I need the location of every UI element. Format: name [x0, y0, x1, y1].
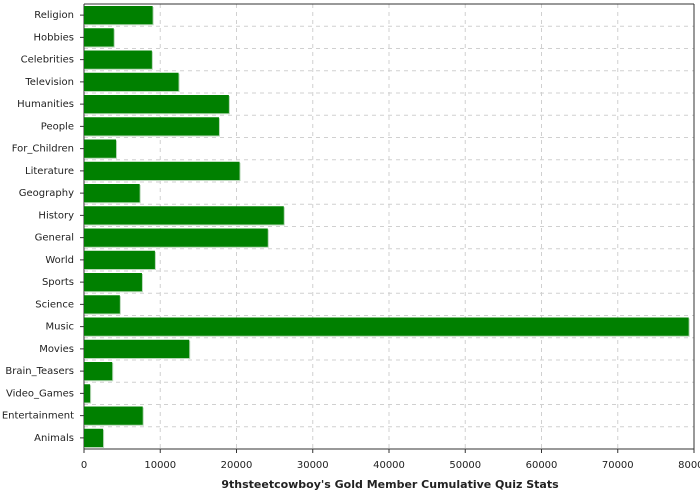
x-tick-label: 30000 — [297, 460, 329, 471]
y-tick-label: Literature — [25, 166, 74, 177]
bar — [84, 317, 689, 336]
bar — [84, 28, 114, 47]
bar — [84, 6, 153, 25]
y-tick-label: Humanities — [17, 99, 74, 110]
x-tick-label: 60000 — [526, 460, 558, 471]
bar — [84, 184, 140, 203]
x-tick-label: 50000 — [449, 460, 481, 471]
x-tick-label: 40000 — [373, 460, 405, 471]
bar — [84, 228, 268, 247]
y-tick-label: Celebrities — [21, 55, 74, 66]
bar — [84, 295, 120, 314]
bar — [84, 72, 179, 91]
y-tick-label: Television — [24, 77, 74, 88]
bar — [84, 406, 143, 425]
x-tick-label: 80000 — [678, 460, 700, 471]
x-tick-label: 20000 — [221, 460, 253, 471]
y-tick-label: History — [38, 210, 74, 221]
y-tick-label: Science — [35, 299, 74, 310]
bar — [84, 95, 229, 114]
y-tick-label: Movies — [39, 344, 74, 355]
bar — [84, 117, 219, 136]
bar — [84, 206, 284, 225]
bar — [84, 362, 113, 381]
bar — [84, 339, 190, 358]
y-tick-label: Sports — [42, 277, 74, 288]
bar — [84, 428, 104, 447]
x-tick-label: 70000 — [602, 460, 634, 471]
y-tick-label: World — [45, 255, 74, 266]
y-tick-label: Hobbies — [34, 32, 74, 43]
bar — [84, 384, 91, 403]
x-tick-label: 10000 — [144, 460, 176, 471]
x-tick-label: 0 — [81, 460, 87, 471]
y-tick-label: Brain_Teasers — [5, 366, 74, 377]
bar — [84, 161, 240, 180]
y-tick-label: Entertainment — [2, 411, 74, 422]
y-tick-label: Religion — [34, 10, 74, 21]
bar — [84, 139, 117, 158]
y-tick-label: Music — [46, 322, 74, 333]
y-tick-label: People — [41, 121, 74, 132]
y-tick-label: Animals — [34, 433, 74, 444]
y-tick-label: For_Children — [12, 144, 74, 155]
bar — [84, 250, 155, 269]
bar — [84, 273, 142, 292]
chart-title: 9thsteetcowboy's Gold Member Cumulative … — [221, 478, 559, 491]
bar — [84, 50, 152, 69]
y-tick-label: Geography — [19, 188, 74, 199]
y-tick-label: General — [35, 233, 74, 244]
y-tick-label: Video_Games — [6, 388, 74, 399]
